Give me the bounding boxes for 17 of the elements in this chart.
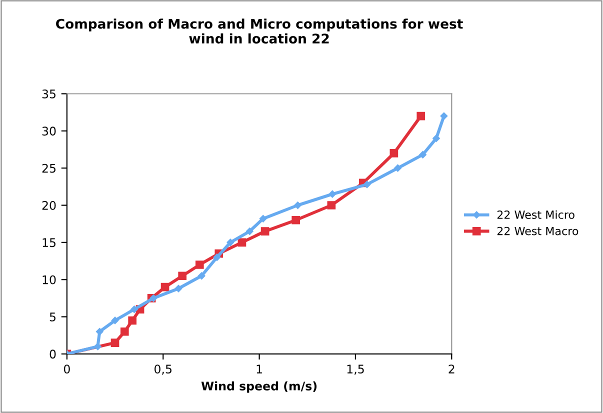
x-tick-label: 1 bbox=[256, 364, 262, 374]
x-tick-label: 2 bbox=[448, 364, 454, 374]
chart-title: Comparison of Macro and Micro computations for west wind in location 22 bbox=[56, 18, 463, 44]
y-tick-label: 30 bbox=[42, 126, 56, 136]
x-tick-label: 0,5 bbox=[154, 364, 172, 375]
legend-label: 22 West Macro bbox=[497, 226, 578, 236]
y-tick-label: 0 bbox=[50, 350, 56, 359]
y-tick-label: 25 bbox=[42, 164, 56, 173]
y-tick-label: 5 bbox=[50, 312, 56, 322]
x-tick-label: 1,5 bbox=[347, 364, 364, 375]
y-tick-label: 35 bbox=[42, 89, 56, 98]
x-tick-label: 0 bbox=[64, 364, 70, 374]
legend-label: 22 West Micro bbox=[497, 210, 574, 219]
y-tick-label: 20 bbox=[42, 200, 56, 210]
x-axis-title: Wind speed (m/s) bbox=[201, 381, 317, 393]
y-tick-label: 15 bbox=[42, 238, 56, 248]
y-tick-label: 10 bbox=[42, 275, 56, 284]
